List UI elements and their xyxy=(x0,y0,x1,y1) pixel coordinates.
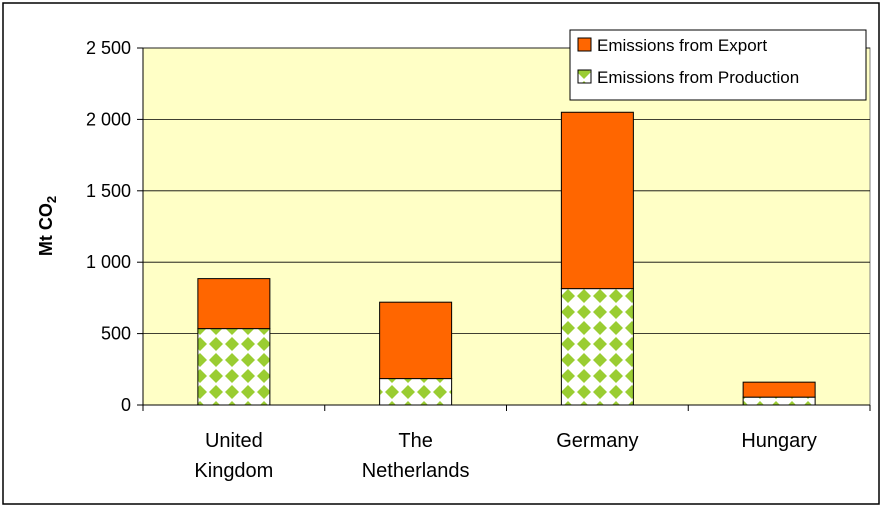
legend-label: Emissions from Production xyxy=(597,68,799,87)
y-axis-title: Mt CO2 xyxy=(36,196,59,256)
legend-label: Emissions from Export xyxy=(597,36,767,55)
x-category-label-line: United xyxy=(205,430,263,452)
y-tick-label: 2 500 xyxy=(86,38,131,58)
bar-segment xyxy=(379,378,453,406)
legend-box xyxy=(569,29,867,101)
x-category-label-line: Netherlands xyxy=(362,460,470,482)
bar-segment xyxy=(197,278,271,330)
bar-segment xyxy=(742,396,816,406)
bar-segment xyxy=(197,328,271,406)
bars xyxy=(197,111,816,406)
x-category-label-line: The xyxy=(398,430,432,452)
x-category-label-line: Germany xyxy=(556,430,638,452)
x-category-label: United Kingdom xyxy=(194,430,273,482)
bar-segment xyxy=(742,381,816,398)
legend-swatch xyxy=(577,69,592,84)
y-tick-label: 0 xyxy=(121,395,131,415)
y-tick-label: 1 000 xyxy=(86,252,131,272)
bar-segment xyxy=(560,111,634,290)
legend: Emissions from Export Emissions from Prod… xyxy=(569,29,867,101)
bar-segment xyxy=(379,301,453,380)
y-axis: 0 500 1 000 1 500 2 000 2 500 xyxy=(86,38,144,415)
x-category-label: The Netherlands xyxy=(362,430,470,482)
y-tick-label: 1 500 xyxy=(86,181,131,201)
x-category-label-line: Kingdom xyxy=(194,460,273,482)
y-tick-label: 500 xyxy=(101,324,131,344)
x-category-label: Hungary xyxy=(741,430,817,452)
bar-segment xyxy=(560,288,634,406)
legend-swatch xyxy=(577,37,592,52)
y-axis-title-main: Mt CO xyxy=(36,203,56,256)
x-category-label: Germany xyxy=(556,430,638,452)
y-axis-title-sub: 2 xyxy=(44,196,59,203)
x-category-label-line: Hungary xyxy=(741,430,817,452)
y-tick-label: 2 000 xyxy=(86,109,131,129)
